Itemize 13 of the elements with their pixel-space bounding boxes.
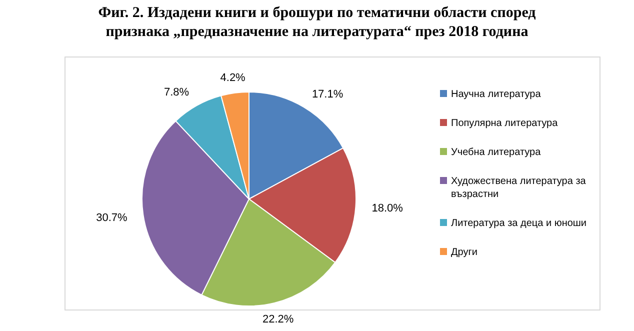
legend-label: Други: [451, 247, 478, 258]
legend-label: Художествена литература за възрастни: [451, 176, 586, 200]
legend-label: Учебна литература: [451, 147, 542, 158]
data-label: 18.0%: [372, 202, 404, 214]
data-label: 30.7%: [96, 212, 128, 224]
legend-label: Литература за деца и юноши: [451, 218, 587, 229]
chart-title: Фиг. 2. Издадени книги и брошури по тематични области според признака „предназначение на литературата“ през 2018 година: [98, 5, 536, 40]
data-label: 17.1%: [312, 88, 344, 100]
data-label: 22.2%: [262, 314, 294, 326]
data-label: 7.8%: [164, 86, 190, 99]
legend-label: Популярна литература: [451, 118, 558, 129]
data-label: 4.2%: [220, 72, 246, 84]
legend-label: Научна литература: [451, 89, 542, 100]
